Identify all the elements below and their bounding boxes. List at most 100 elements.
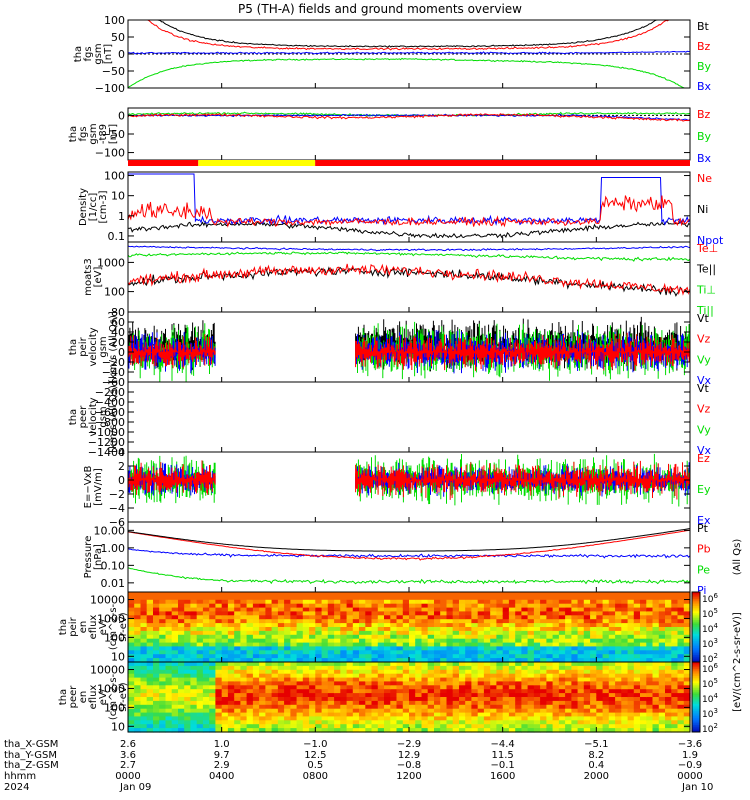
heatmap-cell xyxy=(640,599,647,605)
heatmap-cell xyxy=(171,619,179,624)
heatmap-cell xyxy=(284,627,291,632)
heatmap-cell xyxy=(502,611,510,616)
heatmap-cell xyxy=(315,650,323,655)
heatmap-cell xyxy=(259,623,266,628)
heatmap-cell xyxy=(340,708,348,714)
heatmap-cell xyxy=(309,627,316,632)
heatmap-cell xyxy=(446,665,454,671)
heatmap-cell xyxy=(483,619,491,624)
heatmap-cell xyxy=(546,630,554,636)
heatmap-cell xyxy=(502,681,510,686)
heatmap-cell xyxy=(565,673,572,679)
heatmap-cell xyxy=(527,627,535,632)
heatmap-cell xyxy=(352,677,360,683)
heatmap-cell xyxy=(608,592,616,597)
heatmap-cell xyxy=(515,720,522,725)
heatmap-cell xyxy=(171,638,179,644)
heatmap-cell xyxy=(590,704,597,710)
legend-entry: Ti|| xyxy=(696,304,714,317)
heatmap-cell xyxy=(571,712,579,718)
heatmap-cell xyxy=(365,634,373,640)
heatmap-cell xyxy=(558,689,566,694)
heatmap-cell xyxy=(215,592,223,597)
heatmap-cell xyxy=(190,673,198,679)
heatmap-cell xyxy=(352,708,360,714)
heatmap-cell xyxy=(252,646,260,651)
heatmap-cell xyxy=(146,654,154,659)
heatmap-cell xyxy=(646,630,654,636)
heatmap-cell xyxy=(128,689,135,694)
heatmap-cell xyxy=(296,677,304,683)
heatmap-cell xyxy=(371,607,379,613)
heatmap-cell xyxy=(146,603,154,609)
y-axis-label: [cm-3] xyxy=(98,190,109,223)
heatmap-cell xyxy=(159,724,166,729)
heatmap-cell xyxy=(271,716,279,721)
heatmap-cell xyxy=(446,595,454,601)
heatmap-cell xyxy=(658,681,666,686)
heatmap-cell xyxy=(309,693,316,698)
heatmap-cell xyxy=(265,708,273,714)
heatmap-cell xyxy=(271,623,279,628)
heatmap-cell xyxy=(565,603,572,609)
heatmap-cell xyxy=(365,728,373,733)
x-row-label: 2024 xyxy=(4,782,29,793)
heatmap-cell xyxy=(327,720,335,725)
heatmap-cell xyxy=(159,728,166,733)
heatmap-cell xyxy=(477,704,485,710)
heatmap-cell xyxy=(465,611,472,616)
heatmap-cell xyxy=(227,658,235,663)
heatmap-cell xyxy=(246,638,254,644)
heatmap-cell xyxy=(371,615,379,620)
heatmap-cell xyxy=(165,595,173,601)
colorbar-cell xyxy=(692,606,700,609)
heatmap-cell xyxy=(321,615,329,620)
heatmap-cell xyxy=(552,592,560,597)
heatmap-cell xyxy=(327,724,335,729)
heatmap-cell xyxy=(371,708,379,714)
heatmap-cell xyxy=(621,658,629,663)
heatmap-cell xyxy=(259,634,266,640)
heatmap-cell xyxy=(633,704,641,710)
heatmap-cell xyxy=(665,685,672,690)
heatmap-cell xyxy=(608,728,616,733)
heatmap-cell xyxy=(409,697,416,702)
heatmap-cell xyxy=(259,592,266,597)
heatmap-cell xyxy=(159,720,166,725)
heatmap-cell xyxy=(240,615,248,620)
heatmap-cell xyxy=(296,716,304,721)
heatmap-cell xyxy=(296,603,304,609)
heatmap-cell xyxy=(533,634,541,640)
x-axis-labels: tha_X-GSMtha_Y-GSMtha_Z-GSMhhmm20242.63.… xyxy=(4,739,713,793)
heatmap-cell xyxy=(602,611,610,616)
heatmap-cell xyxy=(402,665,410,671)
heatmap-cell xyxy=(190,677,198,683)
heatmap-cell xyxy=(396,630,404,636)
heatmap-cell xyxy=(615,665,622,671)
heatmap-cell xyxy=(421,623,429,628)
heatmap-cell xyxy=(290,673,298,679)
heatmap-cell xyxy=(202,650,210,655)
heatmap-cell xyxy=(615,669,622,675)
heatmap-cell xyxy=(571,623,579,628)
heatmap-cell xyxy=(296,650,304,655)
heatmap-cell xyxy=(427,697,435,702)
heatmap-cell xyxy=(384,665,391,671)
heatmap-cell xyxy=(677,607,685,613)
heatmap-cell xyxy=(596,685,604,690)
heatmap-cell xyxy=(583,704,591,710)
colorbar-cell xyxy=(692,611,700,614)
colorbar-cell xyxy=(692,711,700,714)
heatmap-cell xyxy=(533,630,541,636)
heatmap-cell xyxy=(334,728,341,733)
heatmap-cell xyxy=(271,720,279,725)
heatmap-cell xyxy=(665,673,672,679)
heatmap-cell xyxy=(490,712,497,718)
colorbar-cell xyxy=(692,721,700,724)
series-Te-par xyxy=(128,245,690,252)
heatmap-cell xyxy=(377,599,385,605)
heatmap-cell xyxy=(434,611,441,616)
heatmap-cell xyxy=(153,693,160,698)
